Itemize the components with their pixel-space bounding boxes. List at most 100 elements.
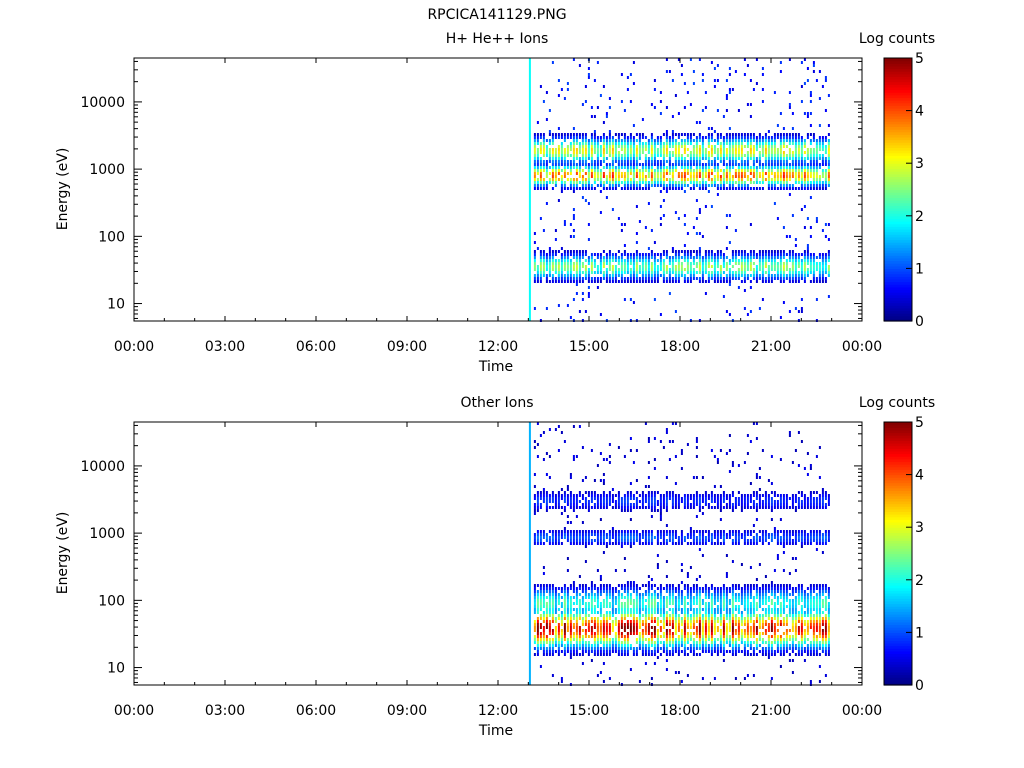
spectrogram-cell xyxy=(545,265,548,268)
spectrogram-cell xyxy=(662,599,665,602)
colorbar-segment xyxy=(884,213,912,217)
spectrogram-cell xyxy=(551,265,554,268)
spectrogram-cell xyxy=(584,151,587,154)
spectrogram-cell xyxy=(800,154,803,157)
spectrogram-cell xyxy=(593,253,596,256)
spectrogram-cell xyxy=(710,626,713,629)
spectrogram-cell xyxy=(602,494,605,497)
spectrogram-cell xyxy=(758,181,761,184)
spectrogram-cell xyxy=(539,163,542,166)
spectrogram-cell xyxy=(602,638,605,641)
spectrogram-cell xyxy=(800,157,803,160)
spectrogram-cell xyxy=(698,539,701,542)
spectrogram-cell xyxy=(779,274,782,277)
spectrogram-cell xyxy=(647,157,650,160)
spectrogram-cell xyxy=(797,145,800,148)
spectrogram-cell xyxy=(662,536,665,539)
spectrogram-cell xyxy=(659,635,662,638)
spectrogram-cell xyxy=(593,620,596,623)
spectrogram-cell xyxy=(539,169,542,172)
spectrogram-cell xyxy=(686,590,689,593)
spectrogram-cell xyxy=(542,593,545,596)
spectrogram-cell xyxy=(569,187,572,190)
spectrogram-cell xyxy=(584,617,587,620)
spectrogram-cell xyxy=(665,539,668,542)
spectrogram-cell xyxy=(737,187,740,190)
spectrogram-cell xyxy=(587,629,590,632)
spectrogram-cell xyxy=(809,253,812,256)
spectrogram-cell xyxy=(608,97,611,100)
spectrogram-cell xyxy=(635,205,638,208)
spectrogram-cell xyxy=(557,596,560,599)
spectrogram-cell xyxy=(572,160,575,163)
spectrogram-cell xyxy=(650,494,653,497)
spectrogram-cell xyxy=(596,602,599,605)
spectrogram-cell xyxy=(638,533,641,536)
spectrogram-cell xyxy=(533,265,536,268)
spectrogram-cell xyxy=(749,142,752,145)
spectrogram-cell xyxy=(806,244,809,247)
spectrogram-cell xyxy=(641,253,644,256)
spectrogram-cell xyxy=(611,154,614,157)
colorbar-segment xyxy=(884,121,912,125)
spectrogram-cell xyxy=(545,638,548,641)
spectrogram-cell xyxy=(638,277,641,280)
spectrogram-cell xyxy=(755,268,758,271)
spectrogram-cell xyxy=(578,539,581,542)
spectrogram-cell xyxy=(611,605,614,608)
spectrogram-cell xyxy=(605,175,608,178)
spectrogram-cell xyxy=(665,587,668,590)
spectrogram-cell xyxy=(653,635,656,638)
spectrogram-cell xyxy=(533,587,536,590)
spectrogram-cell xyxy=(803,82,806,85)
spectrogram-cell xyxy=(575,133,578,136)
spectrogram-cell xyxy=(710,145,713,148)
spectrogram-cell xyxy=(674,274,677,277)
spectrogram-cell xyxy=(737,154,740,157)
spectrogram-cell xyxy=(545,494,548,497)
spectrogram-cell xyxy=(710,620,713,623)
spectrogram-cell xyxy=(803,163,806,166)
spectrogram-cell xyxy=(710,641,713,644)
spectrogram-cell xyxy=(647,503,650,506)
spectrogram-cell xyxy=(602,503,605,506)
spectrogram-cell xyxy=(587,605,590,608)
spectrogram-cell xyxy=(665,139,668,142)
spectrogram-cell xyxy=(614,259,617,262)
spectrogram-cell xyxy=(683,169,686,172)
spectrogram-cell xyxy=(794,265,797,268)
spectrogram-cell xyxy=(707,623,710,626)
spectrogram-cell xyxy=(635,599,638,602)
spectrogram-cell xyxy=(599,452,602,455)
spectrogram-cell xyxy=(827,250,830,253)
spectrogram-cell xyxy=(653,139,656,142)
spectrogram-cell xyxy=(797,265,800,268)
spectrogram-cell xyxy=(623,509,626,512)
spectrogram-cell xyxy=(764,133,767,136)
spectrogram-cell xyxy=(536,620,539,623)
spectrogram-cell xyxy=(572,458,575,461)
spectrogram-cell xyxy=(665,524,668,527)
colorbar-segment xyxy=(884,118,912,122)
spectrogram-cell xyxy=(617,169,620,172)
spectrogram-cell xyxy=(560,274,563,277)
spectrogram-cell xyxy=(689,503,692,506)
spectrogram-cell xyxy=(704,626,707,629)
spectrogram-cell xyxy=(698,635,701,638)
spectrogram-cell xyxy=(542,187,545,190)
spectrogram-cell xyxy=(671,530,674,533)
spectrogram-cell xyxy=(812,175,815,178)
spectrogram-cell xyxy=(779,271,782,274)
spectrogram-cell xyxy=(671,142,674,145)
spectrogram-cell xyxy=(587,286,590,289)
spectrogram-cell xyxy=(599,136,602,139)
spectrogram-cell xyxy=(644,629,647,632)
spectrogram-cell xyxy=(764,277,767,280)
spectrogram-cell xyxy=(680,184,683,187)
spectrogram-cell xyxy=(806,115,809,118)
spectrogram-cell xyxy=(587,292,590,295)
spectrogram-cell xyxy=(656,154,659,157)
colorbar-segment xyxy=(884,147,912,151)
spectrogram-cell xyxy=(545,647,548,650)
spectrogram-cell xyxy=(704,169,707,172)
